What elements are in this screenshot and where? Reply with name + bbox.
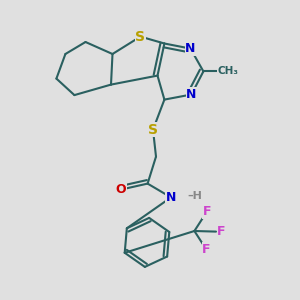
Text: CH₃: CH₃ <box>218 66 239 76</box>
Text: F: F <box>202 243 211 256</box>
Text: N: N <box>186 88 197 101</box>
Text: S: S <box>135 30 146 44</box>
Text: N: N <box>185 42 196 55</box>
Text: F: F <box>217 225 226 238</box>
Text: O: O <box>116 183 126 196</box>
Text: –H: –H <box>188 191 202 201</box>
Text: F: F <box>203 205 211 218</box>
Text: N: N <box>166 191 176 204</box>
Text: S: S <box>148 123 158 136</box>
